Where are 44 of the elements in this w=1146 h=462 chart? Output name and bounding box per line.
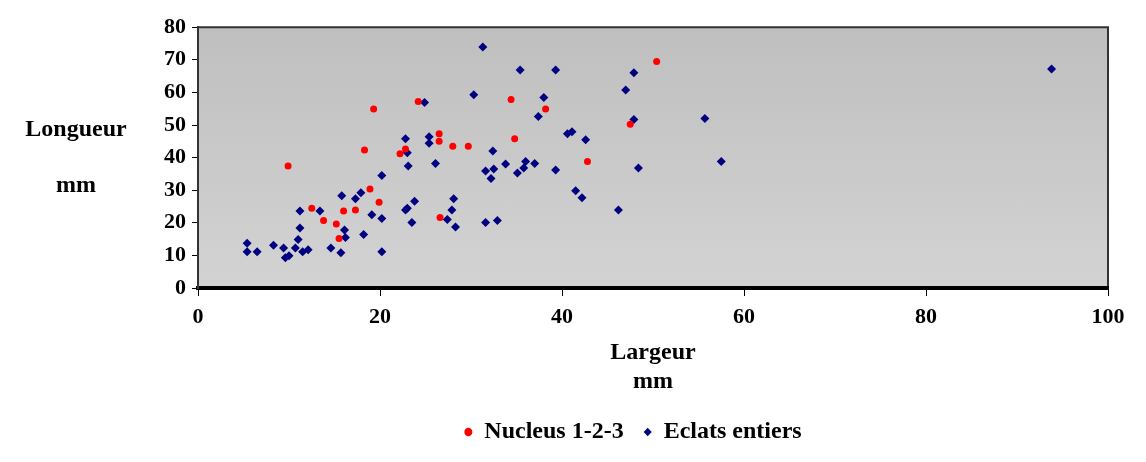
- point: [653, 57, 661, 65]
- y-tick-label: 70: [164, 45, 186, 71]
- point: [542, 105, 550, 113]
- y-tick-label: 60: [164, 78, 186, 104]
- point: [626, 120, 634, 128]
- point: [375, 198, 383, 206]
- point: [436, 214, 444, 222]
- y-tick-label: 10: [164, 241, 186, 267]
- point: [414, 98, 422, 106]
- point: [435, 130, 443, 138]
- x-axis-title: Largeur mm: [610, 338, 696, 393]
- y-tick-label: 0: [175, 273, 186, 299]
- legend-label: Eclats entiers: [663, 417, 802, 444]
- point: [366, 185, 374, 193]
- y-tick-label: 20: [164, 208, 186, 234]
- point: [284, 162, 292, 170]
- y-tick-label: 30: [164, 175, 186, 201]
- point: [464, 142, 472, 150]
- point: [449, 142, 457, 150]
- point: [396, 150, 404, 158]
- point: [335, 234, 343, 242]
- y-tick-label: 50: [164, 110, 186, 136]
- point: [435, 137, 443, 145]
- point: [401, 145, 409, 153]
- y-tick-label: 80: [164, 12, 186, 38]
- x-tick-label: 40: [551, 302, 573, 328]
- text: Longueur mm: [25, 114, 127, 197]
- x-tick-label: 100: [1091, 302, 1125, 328]
- x-tick-label: 20: [369, 302, 391, 328]
- x-tick-label: 80: [915, 302, 937, 328]
- x-tick-label: 60: [733, 302, 755, 328]
- point: [340, 207, 348, 215]
- point: [511, 135, 519, 143]
- point: [507, 96, 515, 104]
- point: [308, 204, 316, 212]
- point: [370, 105, 378, 113]
- y-tick-label: 40: [164, 143, 186, 169]
- point: [361, 146, 369, 154]
- point: [351, 206, 359, 214]
- point: [320, 217, 328, 225]
- legend-label: Nucleus 1-2-3: [484, 417, 624, 444]
- point: [332, 220, 340, 228]
- x-tick-label: 0: [192, 302, 204, 328]
- point: [583, 158, 591, 166]
